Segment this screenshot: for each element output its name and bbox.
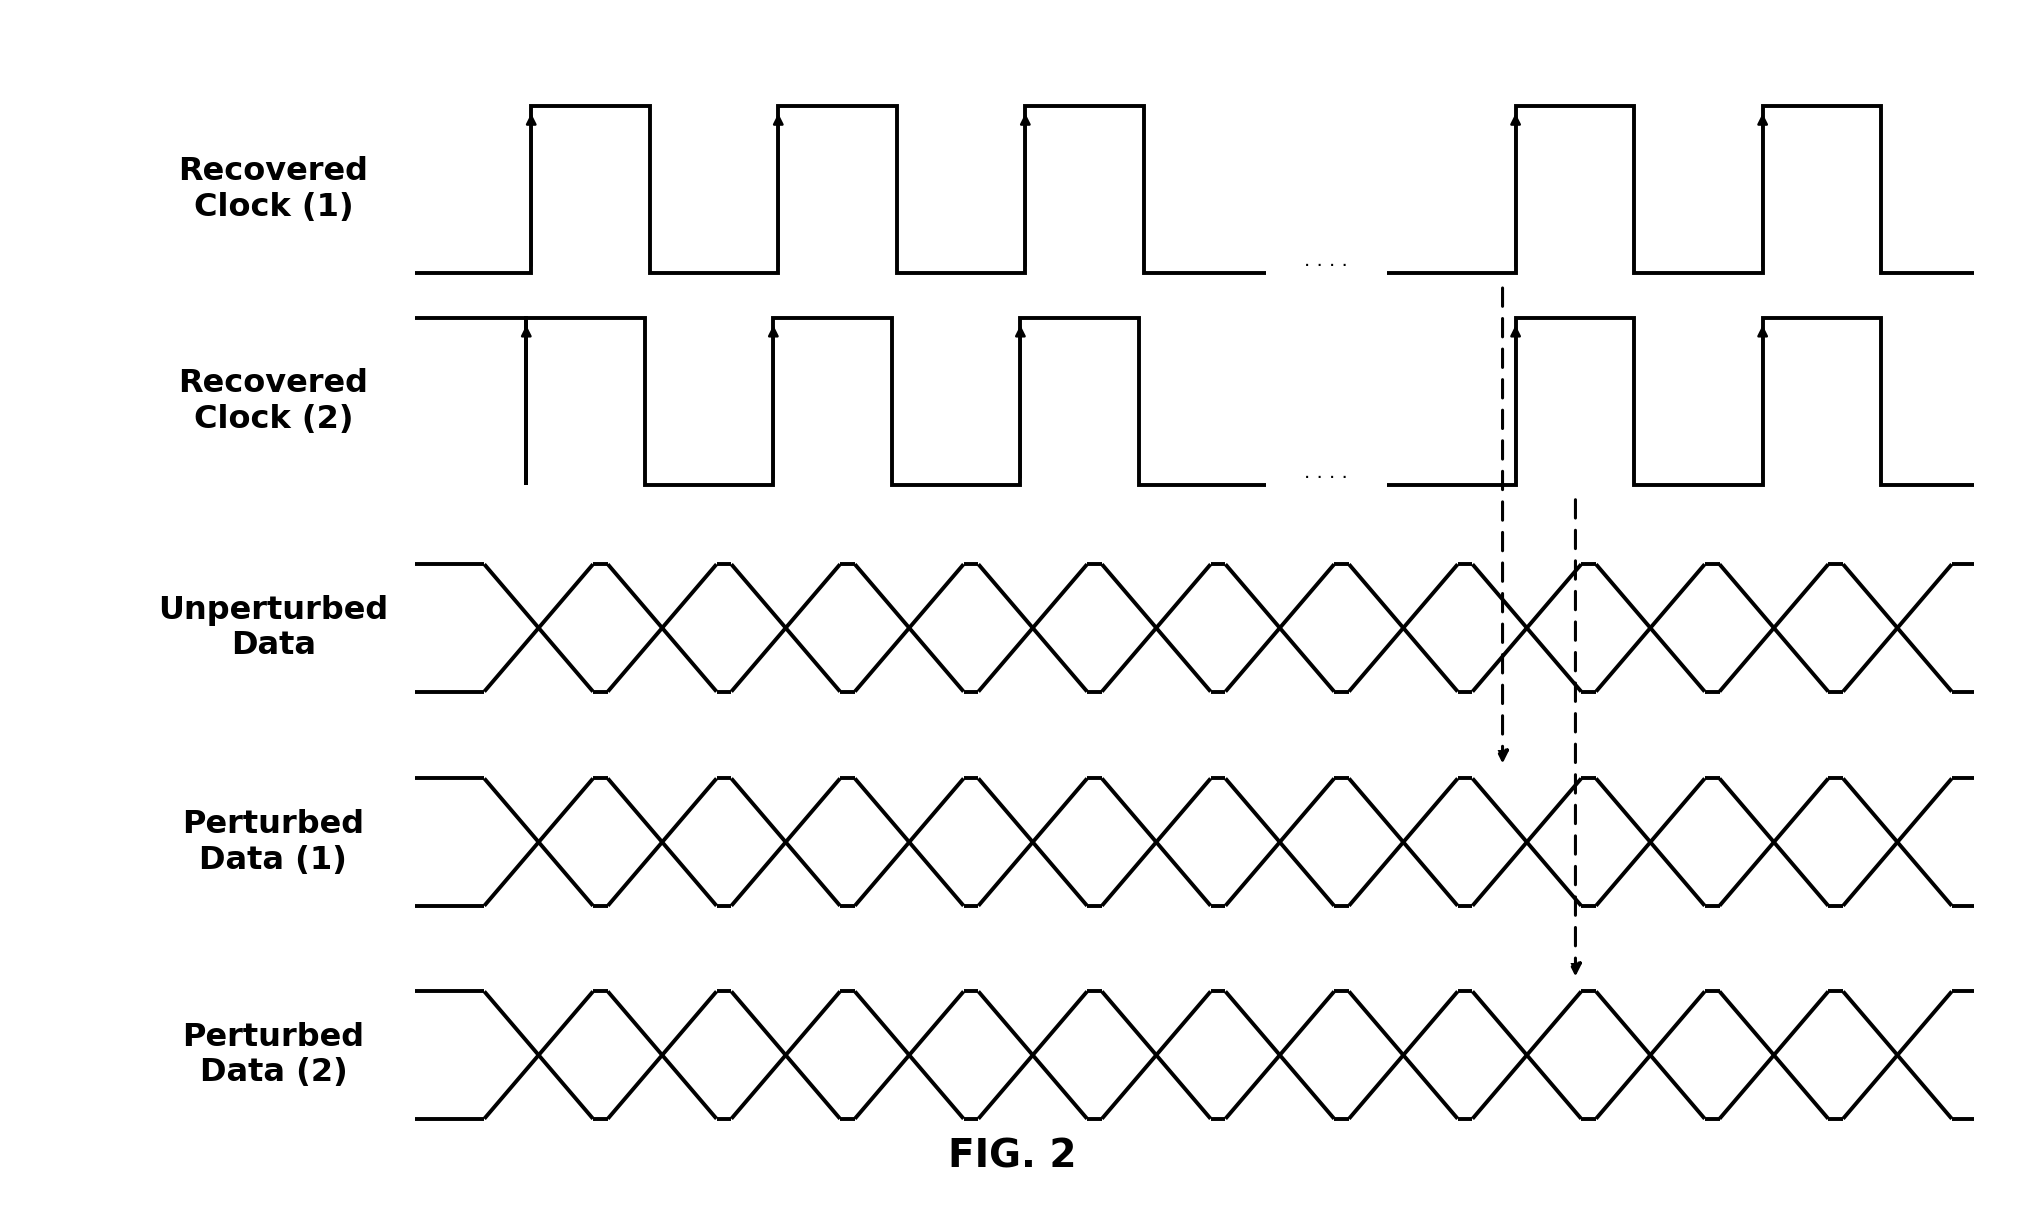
Text: Unperturbed
Data: Unperturbed Data bbox=[158, 595, 389, 661]
Text: Perturbed
Data (1): Perturbed Data (1) bbox=[182, 809, 364, 875]
Text: Recovered
Clock (2): Recovered Clock (2) bbox=[178, 368, 369, 435]
Text: Recovered
Clock (1): Recovered Clock (1) bbox=[178, 157, 369, 223]
Text: . . . .: . . . . bbox=[1304, 463, 1349, 482]
Text: Perturbed
Data (2): Perturbed Data (2) bbox=[182, 1022, 364, 1088]
Text: . . . .: . . . . bbox=[1304, 251, 1349, 271]
Text: FIG. 2: FIG. 2 bbox=[948, 1137, 1077, 1176]
